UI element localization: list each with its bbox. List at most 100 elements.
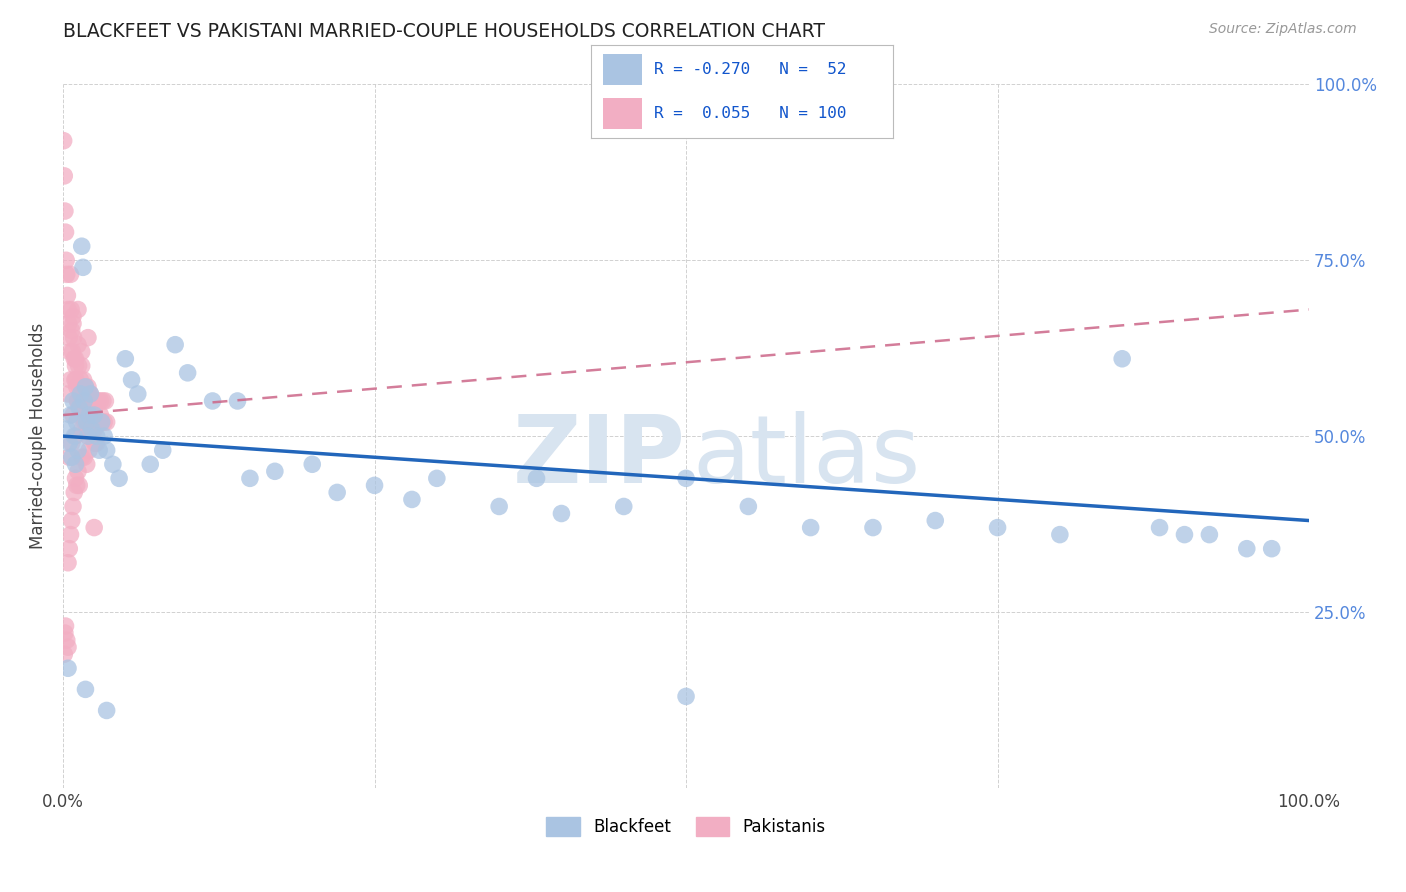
Point: [89, 408, 111, 422]
Point: [80, 408, 103, 422]
Point: [987, 520, 1010, 534]
Point: [96, 415, 118, 429]
Point: [60, 436, 83, 450]
Point: [70, 344, 93, 359]
Point: [152, 443, 174, 458]
Point: [862, 520, 884, 534]
Text: R =  0.055   N = 100: R = 0.055 N = 100: [654, 106, 846, 121]
Point: [77, 429, 100, 443]
Point: [165, 337, 187, 351]
Bar: [603, 98, 643, 129]
Point: [77, 380, 100, 394]
Point: [70, 422, 93, 436]
Point: [239, 471, 262, 485]
Point: [66, 302, 89, 317]
Point: [86, 436, 108, 450]
Y-axis label: Married-couple Households: Married-couple Households: [30, 323, 46, 549]
Point: [91, 394, 114, 409]
Text: BLACKFEET VS PAKISTANI MARRIED-COUPLE HOUSEHOLDS CORRELATION CHART: BLACKFEET VS PAKISTANI MARRIED-COUPLE HO…: [63, 22, 825, 41]
Point: [55, 633, 77, 648]
Point: [89, 394, 111, 409]
Point: [80, 422, 103, 436]
Point: [96, 703, 118, 717]
Point: [58, 331, 80, 345]
Text: ZIP: ZIP: [513, 411, 686, 503]
Point: [62, 331, 84, 345]
Point: [90, 415, 112, 429]
Point: [121, 373, 143, 387]
Point: [75, 380, 97, 394]
Point: [176, 366, 198, 380]
Point: [73, 415, 96, 429]
Point: [58, 450, 80, 465]
Point: [55, 268, 77, 282]
Point: [56, 288, 79, 302]
Point: [1173, 527, 1195, 541]
Point: [263, 464, 285, 478]
Point: [73, 450, 96, 465]
Point: [62, 408, 84, 422]
Point: [58, 541, 80, 556]
Point: [108, 471, 131, 485]
Text: R = -0.270   N =  52: R = -0.270 N = 52: [654, 62, 846, 77]
Point: [63, 429, 86, 443]
Point: [226, 394, 249, 409]
Point: [60, 324, 83, 338]
Point: [96, 443, 118, 458]
Point: [56, 387, 79, 401]
Point: [201, 394, 224, 409]
Point: [58, 317, 80, 331]
Point: [83, 408, 105, 422]
Point: [70, 450, 93, 465]
Point: [69, 401, 91, 415]
Point: [82, 415, 104, 429]
Point: [139, 457, 162, 471]
Point: [70, 239, 93, 253]
Point: [72, 373, 94, 387]
Point: [84, 415, 107, 429]
Point: [56, 661, 79, 675]
Text: Source: ZipAtlas.com: Source: ZipAtlas.com: [1209, 22, 1357, 37]
Point: [77, 387, 100, 401]
Point: [55, 225, 77, 239]
Point: [53, 204, 76, 219]
Point: [65, 429, 87, 443]
Point: [63, 351, 86, 366]
Point: [63, 373, 86, 387]
Point: [87, 394, 110, 409]
Point: [66, 394, 89, 409]
Point: [66, 443, 89, 458]
Point: [800, 520, 823, 534]
Point: [73, 394, 96, 409]
Point: [55, 253, 77, 268]
Point: [67, 359, 90, 373]
Point: [70, 359, 93, 373]
Point: [1260, 541, 1282, 556]
Point: [86, 429, 108, 443]
Point: [60, 450, 83, 465]
Point: [62, 500, 84, 514]
Point: [301, 457, 323, 471]
Point: [66, 394, 89, 409]
Point: [73, 394, 96, 409]
Point: [488, 500, 510, 514]
Point: [127, 387, 149, 401]
Point: [53, 626, 76, 640]
Point: [80, 394, 103, 409]
Point: [72, 401, 94, 415]
Point: [53, 647, 76, 661]
Point: [737, 500, 759, 514]
Point: [1198, 527, 1220, 541]
Point: [59, 373, 82, 387]
Point: [675, 690, 697, 704]
Point: [65, 351, 87, 366]
Point: [77, 331, 100, 345]
Point: [65, 471, 87, 485]
Point: [613, 500, 636, 514]
Point: [60, 514, 83, 528]
Point: [77, 401, 100, 415]
Point: [62, 310, 84, 324]
Point: [79, 408, 101, 422]
Point: [526, 471, 548, 485]
Point: [550, 507, 572, 521]
